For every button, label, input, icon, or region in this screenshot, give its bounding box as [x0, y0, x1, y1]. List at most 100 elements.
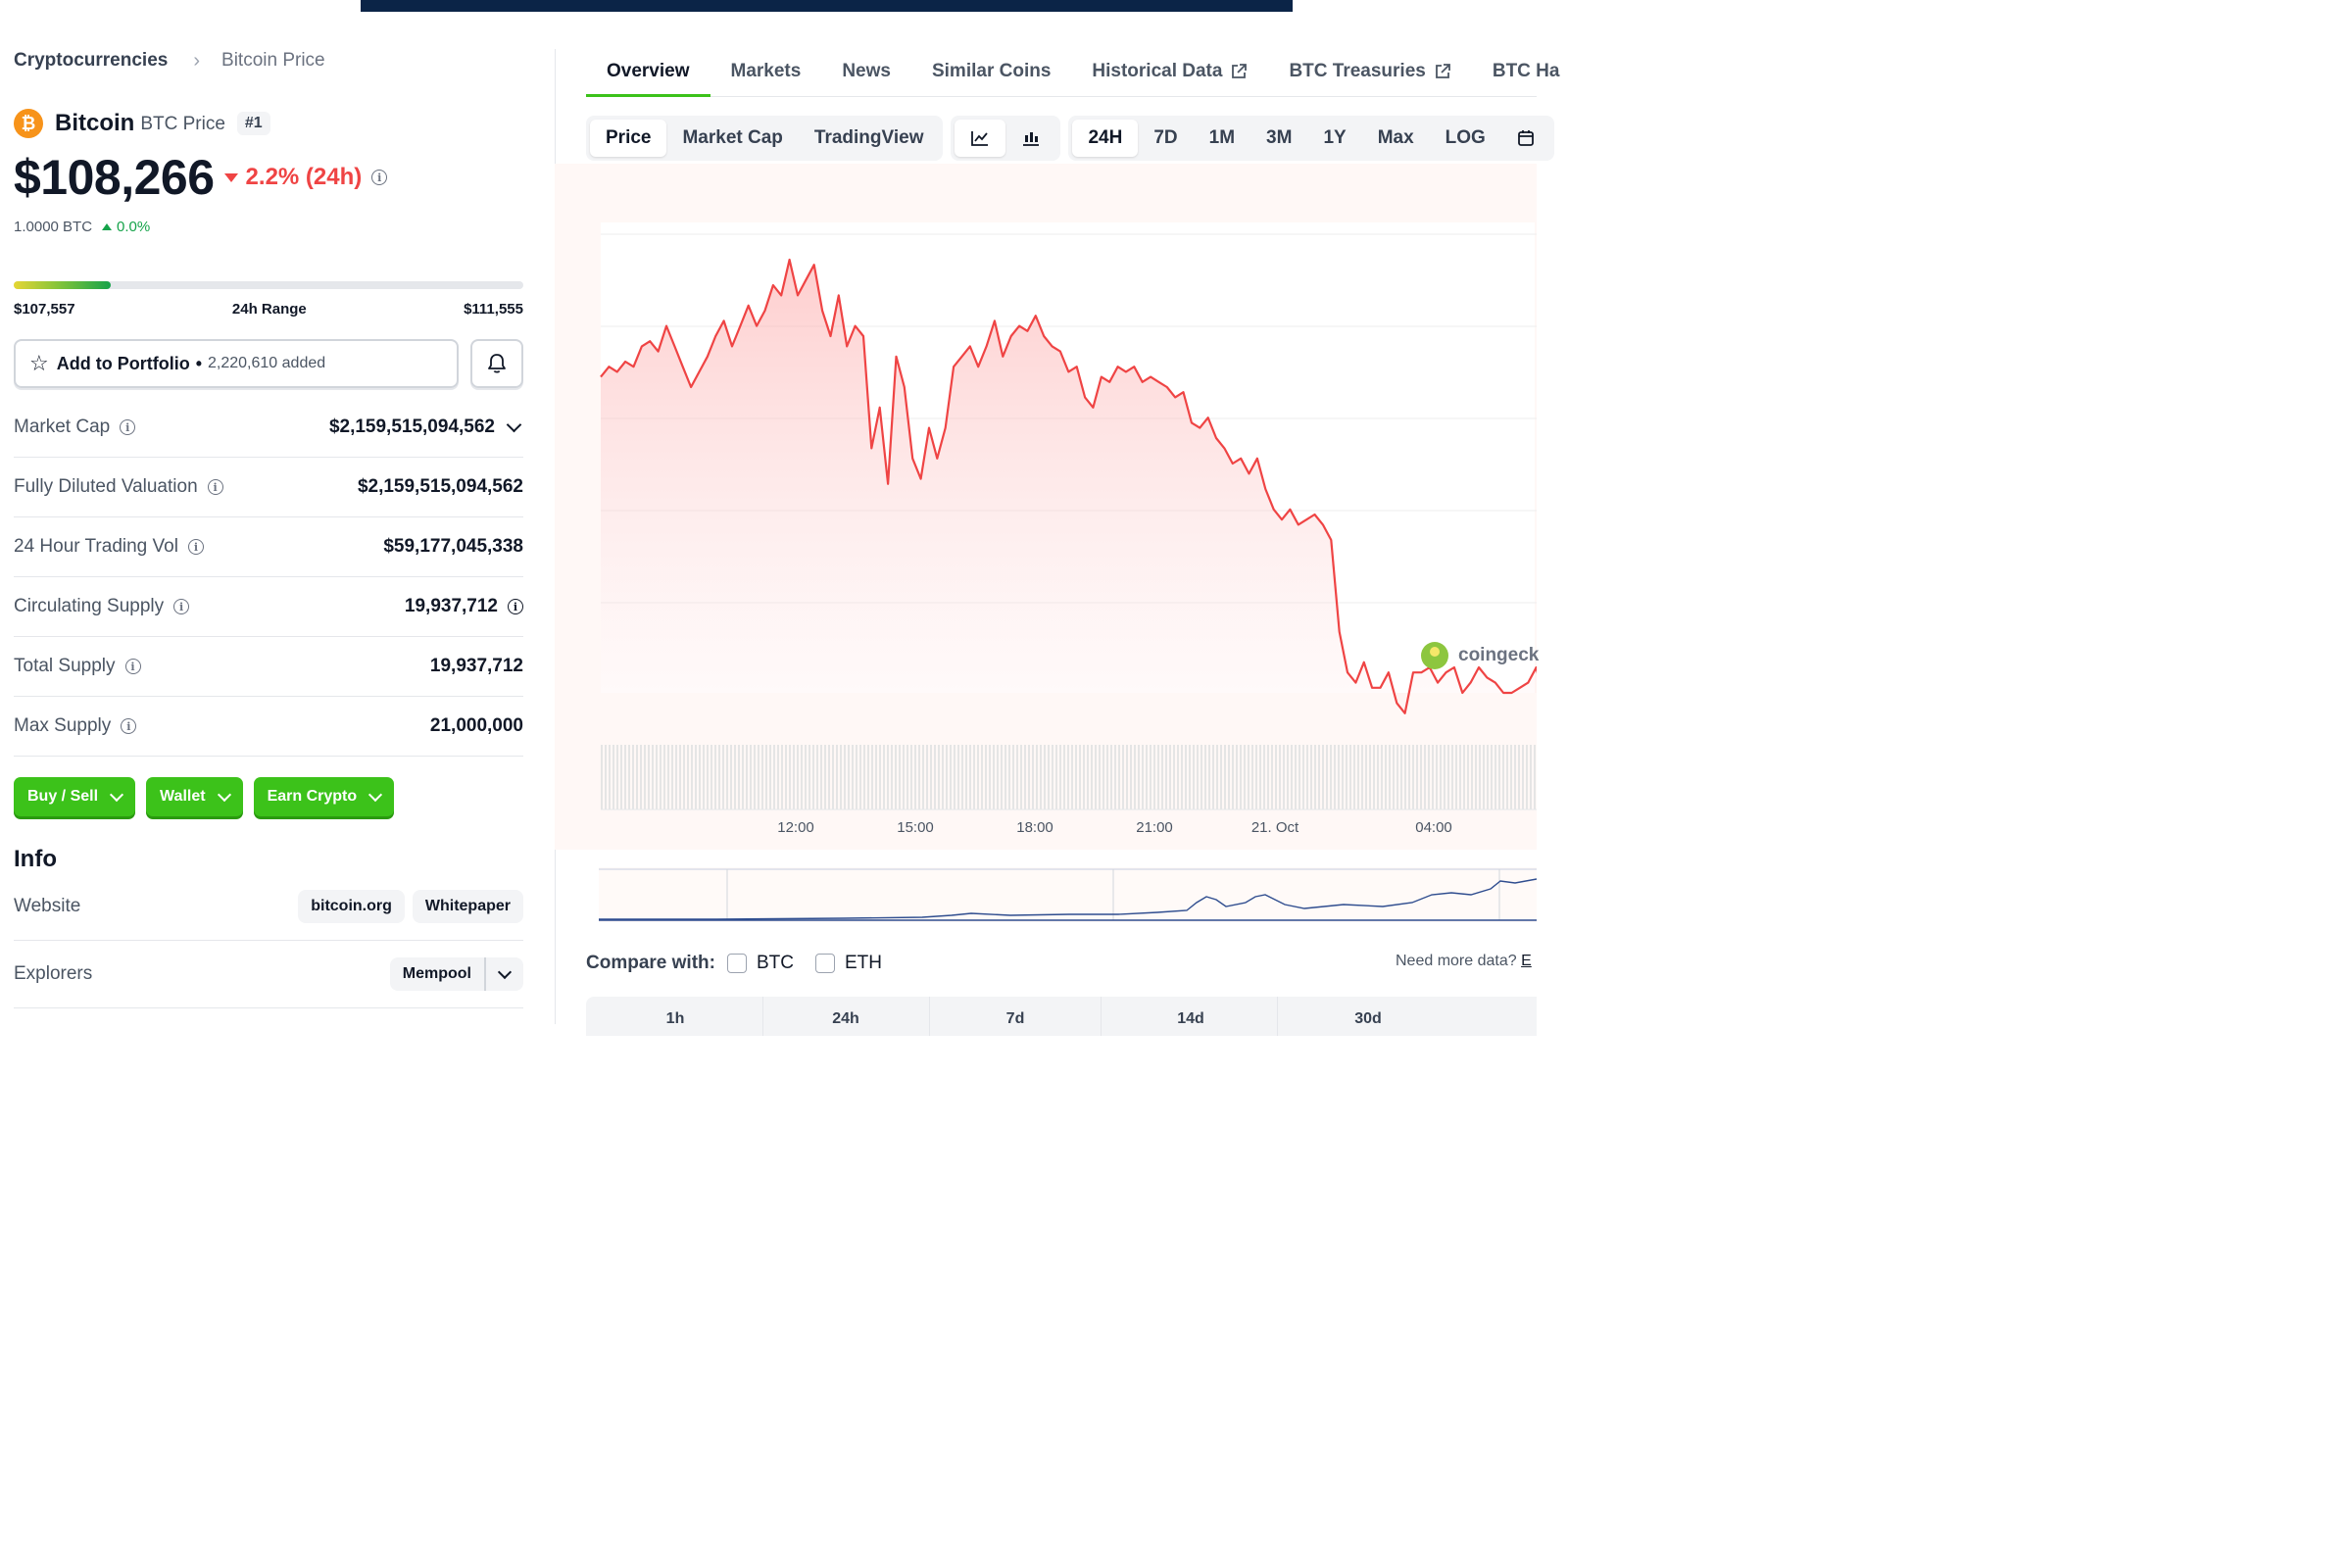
volume-bar: [1177, 745, 1179, 809]
tab-overview[interactable]: Overview: [586, 49, 710, 97]
volume-bar: [1110, 745, 1112, 809]
volume-bar: [867, 745, 869, 809]
navigator-chart[interactable]: [599, 867, 1537, 922]
stat-row-fdv: Fully Diluted Valuation i $2,159,515,094,…: [14, 458, 523, 517]
whitepaper-link[interactable]: Whitepaper: [412, 890, 523, 923]
price-chart[interactable]: [555, 164, 1537, 850]
volume-bar: [906, 745, 908, 809]
range-1m[interactable]: 1M: [1208, 127, 1236, 148]
chart-type-market-cap[interactable]: Market Cap: [682, 127, 783, 148]
volume-bar: [1302, 745, 1304, 809]
volume-bar: [1122, 745, 1124, 809]
need-more-link[interactable]: E: [1521, 953, 1532, 969]
volume-bar: [710, 745, 712, 809]
volume-bar: [1095, 745, 1097, 809]
btc-price-row: 1.0000 BTC 0.0%: [14, 217, 523, 236]
volume-bar: [781, 745, 783, 809]
tab-label: Markets: [730, 61, 802, 81]
range-max[interactable]: Max: [1377, 127, 1414, 148]
candlestick-chart-button[interactable]: [1005, 120, 1056, 157]
explorer-link[interactable]: Mempool: [390, 957, 486, 991]
volume-bar: [687, 745, 689, 809]
wallet-button[interactable]: Wallet: [146, 777, 243, 816]
volume-bar: [883, 745, 885, 809]
volume-bar: [938, 745, 940, 809]
range-24h[interactable]: 24H: [1072, 120, 1139, 157]
volume-bar: [805, 745, 807, 809]
volume-bar: [1059, 745, 1061, 809]
date-picker-button[interactable]: [1501, 120, 1550, 157]
volume-bar: [1353, 745, 1355, 809]
chevron-down-icon[interactable]: [506, 416, 522, 432]
volume-bar: [620, 745, 622, 809]
compare-btc-checkbox[interactable]: [726, 954, 747, 973]
btc-value: 1.0000 BTC: [14, 218, 93, 235]
tab-similar-coins[interactable]: Similar Coins: [911, 49, 1071, 96]
volume-bar: [903, 745, 905, 809]
volume-bar: [1012, 745, 1014, 809]
add-to-portfolio-label: Add to Portfolio: [56, 353, 190, 373]
buy-sell-button[interactable]: Buy / Sell: [14, 777, 136, 816]
breadcrumb-chevron-icon: ›: [193, 49, 201, 72]
volume-bar: [699, 745, 701, 809]
stat-row-total-supply: Total Supply i 19,937,712: [14, 637, 523, 697]
volume-bar: [1150, 745, 1152, 809]
earn-crypto-button[interactable]: Earn Crypto: [253, 777, 395, 816]
range-1y[interactable]: 1Y: [1323, 127, 1347, 148]
info-icon[interactable]: i: [187, 539, 204, 555]
add-to-portfolio-button[interactable]: ☆ Add to Portfolio • 2,220,610 added: [14, 339, 459, 388]
info-icon[interactable]: i: [371, 170, 388, 185]
volume-bar: [977, 745, 979, 809]
info-row-explorers: Explorers Mempool: [14, 941, 523, 1008]
tab-markets[interactable]: Markets: [710, 49, 822, 96]
volume-bar: [1204, 745, 1206, 809]
volume-bar: [675, 745, 677, 809]
info-icon[interactable]: i: [124, 659, 141, 674]
tab-news[interactable]: News: [821, 49, 911, 96]
volume-bar: [1393, 745, 1395, 809]
volume-bar: [1067, 745, 1069, 809]
range-labels: $107,557 24h Range $111,555: [14, 301, 523, 318]
volume-bar: [1044, 745, 1046, 809]
volume-bar: [722, 745, 724, 809]
volume-bar: [1079, 745, 1081, 809]
price-alert-button[interactable]: [470, 339, 523, 388]
volume-bar: [836, 745, 838, 809]
chart-type-price[interactable]: Price: [590, 120, 667, 157]
explorer-dropdown-toggle[interactable]: [486, 957, 523, 991]
info-icon[interactable]: i: [173, 599, 190, 614]
current-price: $108,266: [14, 150, 215, 205]
volume-bar: [824, 745, 826, 809]
price-series-line: [600, 258, 1537, 714]
info-icon[interactable]: i: [121, 718, 137, 734]
breadcrumb-root[interactable]: Cryptocurrencies: [14, 50, 169, 71]
volume-bar: [652, 745, 654, 809]
tab-btc-halving[interactable]: BTC Ha: [1472, 49, 1581, 96]
volume-bar: [1408, 745, 1410, 809]
volume-bar: [985, 745, 987, 809]
range-3m[interactable]: 3M: [1266, 127, 1293, 148]
volume-bar: [1377, 745, 1379, 809]
range-7d[interactable]: 7D: [1153, 127, 1178, 148]
perf-header-24h: 24h: [832, 1010, 859, 1027]
info-icon[interactable]: i: [508, 599, 523, 614]
volume-bar: [1200, 745, 1202, 809]
website-link[interactable]: bitcoin.org: [298, 890, 405, 923]
line-chart-button[interactable]: [955, 120, 1006, 157]
chart-type-tradingview[interactable]: TradingView: [813, 127, 924, 148]
info-icon[interactable]: i: [120, 419, 136, 435]
log-scale-toggle[interactable]: LOG: [1445, 127, 1486, 148]
stat-label: Circulating Supply: [14, 596, 165, 616]
info-icon[interactable]: i: [207, 479, 223, 495]
volume-bar: [679, 745, 681, 809]
tab-label: News: [842, 61, 891, 81]
volume-bar: [1255, 745, 1257, 809]
volume-bar: [656, 745, 658, 809]
compare-eth-checkbox[interactable]: [814, 954, 835, 973]
tab-historical-data[interactable]: Historical Data: [1071, 49, 1268, 96]
volume-bar: [1001, 745, 1003, 809]
tab-btc-treasuries[interactable]: BTC Treasuries: [1268, 49, 1471, 96]
wallet-label: Wallet: [160, 788, 206, 805]
stat-label: Max Supply: [14, 715, 112, 736]
volume-bar: [863, 745, 865, 809]
